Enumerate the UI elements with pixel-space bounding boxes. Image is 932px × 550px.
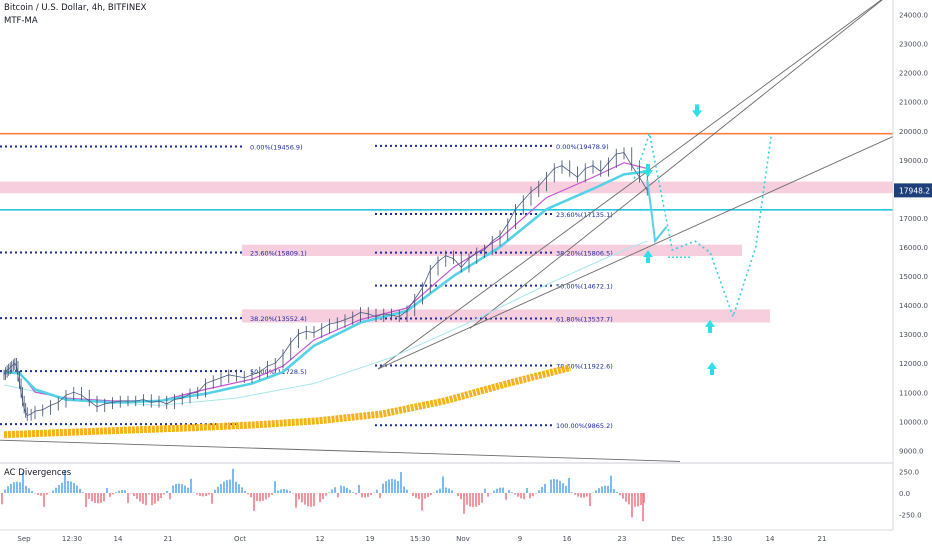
price-line bbox=[3, 152, 648, 417]
y-tick-label: 24000.0 bbox=[899, 12, 928, 20]
y-tick-label: 16000.0 bbox=[899, 244, 928, 252]
x-tick-label: 15:30 bbox=[410, 535, 430, 543]
x-tick-label: 9 bbox=[518, 535, 522, 543]
up-arrow bbox=[643, 250, 653, 264]
fib-right-label: 23.60%(17135.1) bbox=[556, 211, 613, 219]
y-tick-label: 13000.0 bbox=[899, 331, 928, 339]
y-tick-label: 12000.0 bbox=[899, 360, 928, 368]
y-tick-label: 17000.0 bbox=[899, 215, 928, 223]
ac-divergences-pane bbox=[0, 462, 893, 522]
x-tick-label: Nov bbox=[456, 535, 470, 543]
projection-drop bbox=[646, 180, 668, 244]
y-tick-label: 9000.0 bbox=[899, 447, 924, 455]
fib-left-label: 23.60%(15809.1) bbox=[250, 250, 307, 258]
x-tick-label: 16 bbox=[563, 535, 572, 543]
fib-right-label: 0.00%(19478.9) bbox=[556, 143, 609, 151]
fibonacci-retracements: 0.00%(19456.9) 23.60%(15809.1) 38.20%(1355… bbox=[0, 143, 613, 430]
y-tick-label: 14000.0 bbox=[899, 302, 928, 310]
fib-left-label: 50.00%(11728.5) bbox=[250, 368, 307, 376]
fib-right-label: 61.80%(13537.7) bbox=[556, 316, 613, 324]
up-arrow bbox=[707, 362, 717, 376]
fib-left-label: 38.20%(13552.4) bbox=[250, 315, 307, 323]
y-tick-label: 15000.0 bbox=[899, 273, 928, 281]
trend-line-2 bbox=[377, 136, 894, 370]
current-price-badge bbox=[894, 183, 932, 198]
trend-lines bbox=[0, 0, 894, 462]
up-arrow bbox=[705, 319, 715, 333]
ac-y-tick-label: -250.0 bbox=[899, 511, 922, 519]
chart-title: Bitcoin / U.S. Dollar, 4h, BITFINEX bbox=[4, 3, 147, 13]
x-tick-label: 21 bbox=[818, 535, 827, 543]
x-tick-label: 14 bbox=[766, 535, 775, 543]
current-price-label: 17948.2 bbox=[899, 186, 930, 195]
ma-cyan-line bbox=[3, 170, 648, 404]
y-tick-label: 23000.0 bbox=[899, 41, 928, 49]
x-tick-label: 12:30 bbox=[62, 535, 82, 543]
x-tick-label: Dec bbox=[671, 535, 685, 543]
ac-y-tick-label: 0.0 bbox=[899, 490, 910, 498]
x-tick-label: Oct bbox=[234, 535, 246, 543]
y-tick-label: 22000.0 bbox=[899, 70, 928, 78]
trend-line-1 bbox=[377, 0, 882, 370]
fib-right-label: 100.00%(9865.2) bbox=[556, 422, 613, 430]
y-tick-label: 20000.0 bbox=[899, 128, 928, 136]
sub-indicator-label[interactable]: AC Divergences bbox=[4, 468, 72, 478]
x-tick-label: 15:30 bbox=[712, 535, 732, 543]
down-arrow bbox=[643, 163, 653, 177]
x-tick-label: 12 bbox=[316, 535, 325, 543]
horizontal-lines bbox=[0, 132, 893, 211]
signal-arrows bbox=[643, 104, 717, 376]
x-tick-label: 14 bbox=[114, 535, 123, 543]
y-tick-label: 19000.0 bbox=[899, 157, 928, 165]
zone-upper bbox=[0, 181, 893, 194]
x-tick-label: 23 bbox=[618, 535, 627, 543]
y-tick-label: 21000.0 bbox=[899, 99, 928, 107]
x-tick-label: 19 bbox=[366, 535, 375, 543]
ac-y-tick-label: 250.0 bbox=[899, 469, 919, 477]
fib-right-label: 38.20%(15806.5) bbox=[556, 250, 613, 258]
gold-moving-average bbox=[3, 364, 572, 439]
y-tick-label: 11000.0 bbox=[899, 389, 928, 397]
trend-line-3 bbox=[469, 0, 883, 329]
fib-right-label: 78.60%(11922.6) bbox=[556, 362, 613, 370]
price-series bbox=[3, 147, 648, 421]
trend-line-lower bbox=[0, 439, 681, 462]
indicator-label[interactable]: MTF-MA bbox=[4, 16, 38, 26]
y-tick-label: 10000.0 bbox=[899, 418, 928, 426]
projection-path bbox=[633, 130, 772, 320]
fib-right-label: 50.00%(14672.1) bbox=[556, 283, 613, 291]
x-tick-label: 21 bbox=[164, 535, 173, 543]
down-arrow bbox=[692, 104, 702, 118]
gold-ma-line bbox=[3, 364, 572, 439]
x-tick-label: Sep bbox=[17, 535, 31, 543]
fib-left-label: 0.00%(19456.9) bbox=[250, 144, 303, 152]
